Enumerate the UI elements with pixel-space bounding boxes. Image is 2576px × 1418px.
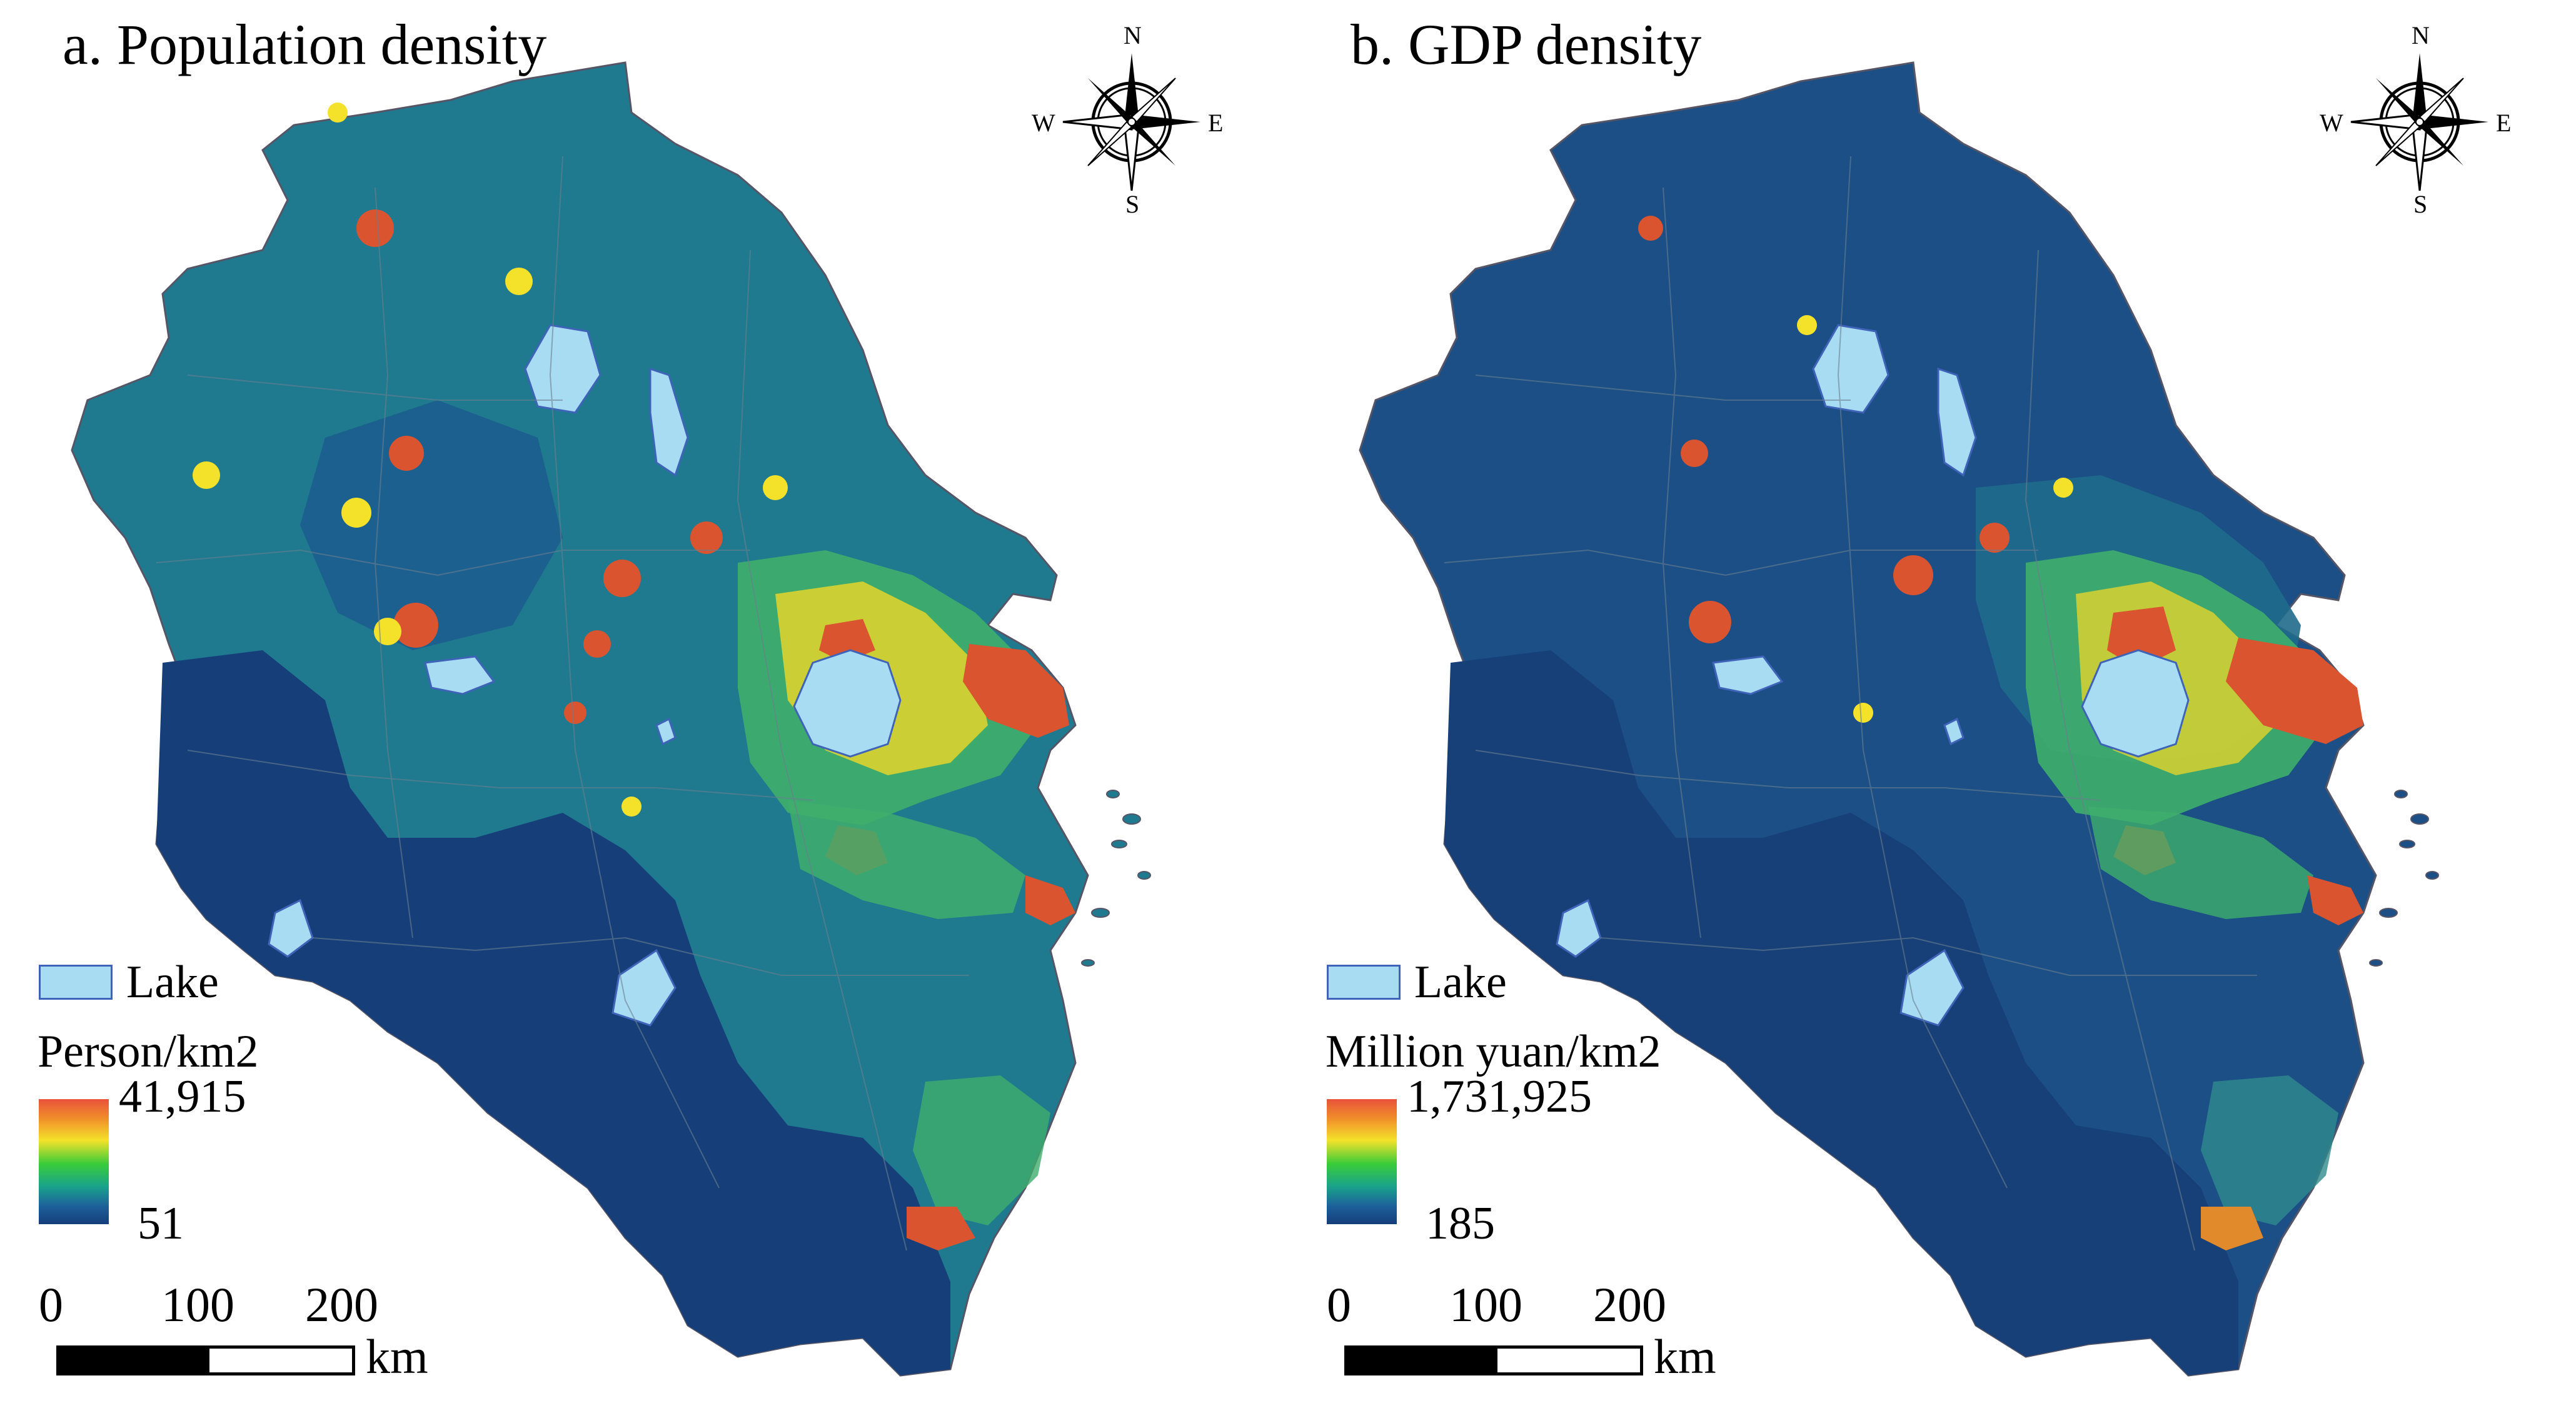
compass-south-label: S (1125, 190, 1140, 218)
legend-min-value: 51 (138, 1198, 184, 1249)
lake-swatch (1327, 965, 1401, 1000)
legend-unit-label: Million yuan/km2 (1326, 1026, 1661, 1077)
scale-tick-200: 200 (305, 1277, 378, 1332)
north-arrow-compass: N S E W (2320, 21, 2513, 218)
lake-taihu (2081, 649, 2190, 758)
color-ramp (39, 1099, 109, 1224)
scale-tick-200: 200 (1593, 1277, 1666, 1332)
panel-population-density: a. Population density N S E W Lake Perso… (38, 13, 1225, 1384)
lake-hongze (524, 324, 601, 414)
lake-hongze (1812, 324, 1889, 414)
scale-bar (56, 1345, 355, 1375)
lake-small-1 (268, 898, 314, 958)
lake-gaoyou (649, 367, 689, 477)
scale-unit: km (1654, 1329, 1716, 1384)
lake-gaoyou (1937, 367, 1977, 477)
compass-rose-icon (1062, 53, 1200, 191)
lake-small-2 (1943, 717, 1965, 746)
compass-west-label: W (2320, 109, 2343, 137)
compass-east-label: E (1208, 109, 1224, 137)
lake-legend-label: Lake (126, 957, 219, 1008)
compass-north-label: N (2412, 21, 2430, 49)
panel-gdp-density: b. GDP density N S E W Lake Million yuan… (1288, 0, 2576, 1418)
lake-chaohu (424, 655, 496, 695)
legend-max-value: 41,915 (119, 1071, 246, 1122)
lake-taihu (793, 649, 902, 758)
compass-east-label: E (2496, 109, 2512, 137)
legend-unit-label: Person/km2 (38, 1026, 259, 1077)
compass-north-label: N (1124, 21, 1142, 49)
scale-tick-100: 100 (161, 1277, 234, 1332)
north-arrow-compass: N S E W (1032, 21, 1225, 218)
panel-title: b. GDP density (1351, 13, 1702, 76)
lake-small-1 (1556, 898, 1602, 958)
lake-chaohu (1712, 655, 1784, 695)
compass-rose-icon (2350, 53, 2488, 191)
lake-small-2 (655, 717, 677, 746)
scale-tick-0: 0 (1327, 1277, 1351, 1332)
compass-south-label: S (2413, 190, 2428, 218)
scale-unit: km (366, 1329, 428, 1384)
lake-swatch (39, 965, 113, 1000)
color-ramp (1327, 1099, 1397, 1224)
legend-max-value: 1,731,925 (1407, 1071, 1592, 1122)
map-population-density (71, 61, 1151, 1377)
scale-tick-0: 0 (39, 1277, 63, 1332)
scale-tick-100: 100 (1449, 1277, 1522, 1332)
compass-west-label: W (1032, 109, 1055, 137)
scale-bar (1344, 1345, 1643, 1375)
map-gdp-density (1359, 61, 2439, 1377)
legend-min-value: 185 (1426, 1198, 1495, 1249)
lake-legend-label: Lake (1414, 957, 1507, 1008)
panel-title: a. Population density (63, 13, 547, 76)
